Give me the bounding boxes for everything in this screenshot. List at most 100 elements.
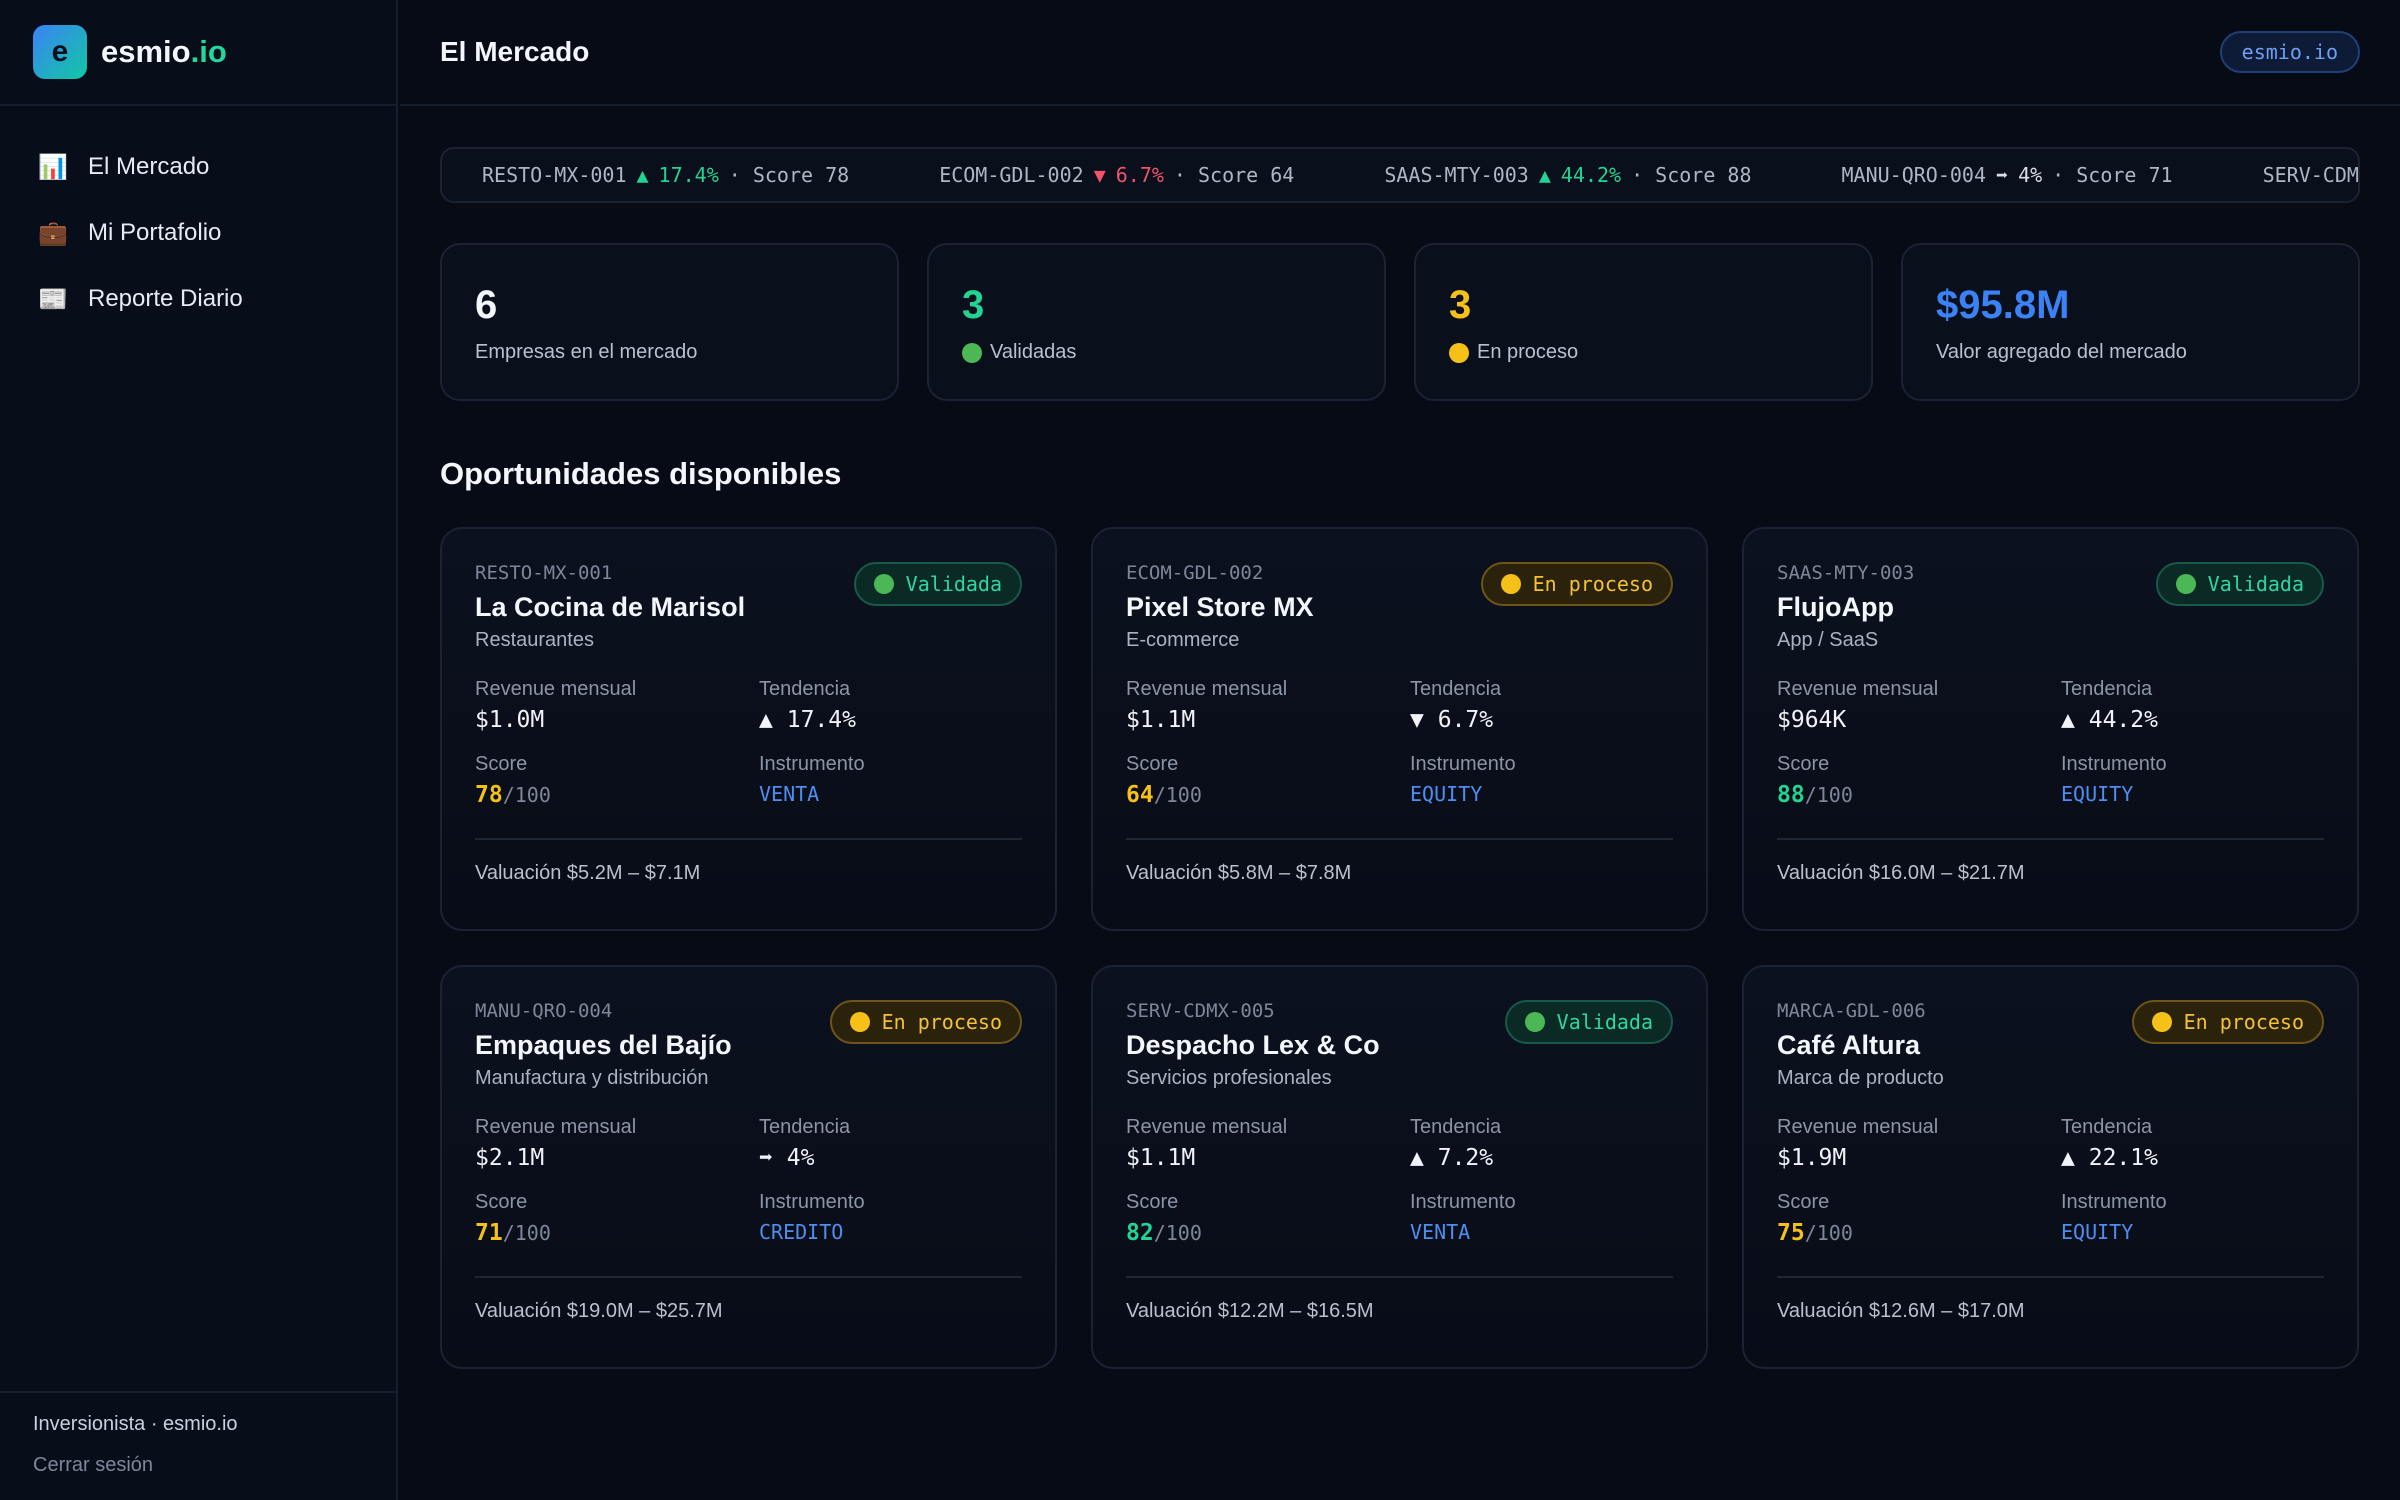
ticker-change: 4% [2018, 163, 2043, 187]
sidebar-item-portafolio[interactable]: 💼 Mi Portafolio [0, 200, 396, 266]
metric-score: Score 64/100 [1126, 753, 1410, 808]
metric-label: Instrumento [759, 753, 865, 775]
metric-trend: Tendencia ▲ 22.1% [2061, 1116, 2324, 1171]
ticker-change: 44.2% [1560, 163, 1622, 187]
company-name: FlujoApp [1777, 592, 1894, 622]
company-sector: Servicios profesionales [1126, 1067, 1332, 1089]
card-metrics: Revenue mensual $1.1M Tendencia ▼ 6.7% Score… [1126, 678, 1673, 808]
ticker-code: RESTO-MX-001 [482, 163, 627, 187]
stat-label-text: Empresas en el mercado [475, 341, 698, 363]
metric-value: 88/100 [1777, 782, 2061, 808]
card-divider [1126, 1276, 1673, 1278]
opportunity-card[interactable]: SAAS-MTY-003 FlujoApp App / SaaS Validada Re… [1742, 527, 2359, 931]
status-badge-label: En proceso [881, 1010, 1002, 1034]
user-role: Inversionista · esmio.io [33, 1413, 238, 1435]
trend-value: 7.2% [1437, 1145, 1494, 1171]
ticker-score: · Score 64 [1173, 163, 1295, 187]
metric-label: Revenue mensual [1777, 1116, 1939, 1138]
metric-instrument: Instrumento EQUITY [2061, 753, 2324, 808]
ticker-score: · Score 78 [728, 163, 850, 187]
valuation-range: Valuación $12.2M – $16.5M [1126, 1300, 1374, 1322]
ticker-item[interactable]: SERV-CDMX-005▲7.2%· Score 82 [2263, 163, 2358, 187]
metric-label: Score [1126, 753, 1179, 775]
ticker-item[interactable]: SAAS-MTY-003 ▲ 44.2% · Score 88 [1384, 163, 1761, 187]
metric-value: ▲ 44.2% [2061, 707, 2324, 733]
card-divider [1126, 838, 1673, 840]
metric-value: 75/100 [1777, 1220, 2061, 1246]
trend-arrow-icon: ▼ [1093, 163, 1106, 187]
valuation-range: Valuación $19.0M – $25.7M [475, 1300, 723, 1322]
metric-value: $2.1M [475, 1145, 545, 1171]
stat-label-text: Valor agregado del mercado [1936, 341, 2187, 363]
metric-label: Score [475, 753, 528, 775]
card-metrics: Revenue mensual $964K Tendencia ▲ 44.2% Scor… [1777, 678, 2324, 808]
metric-instrument: Instrumento EQUITY [2061, 1191, 2324, 1246]
opportunity-card[interactable]: ECOM-GDL-002 Pixel Store MX E-commerce En p… [1091, 527, 1708, 931]
metric-label: Score [1126, 1191, 1179, 1213]
sidebar-item-mercado[interactable]: 📊 El Mercado [0, 134, 396, 200]
stat-label: Empresas en el mercado [475, 341, 864, 364]
stat-label: En proceso [1449, 341, 1838, 364]
opportunity-card[interactable]: MANU-QRO-004 Empaques del Bajío Manufactur… [440, 965, 1057, 1369]
metric-value: $1.9M [1777, 1145, 1847, 1171]
opportunities-grid: RESTO-MX-001 La Cocina de Marisol Restaura… [440, 527, 2360, 1369]
trend-arrow-icon: ▲ [759, 707, 773, 733]
section-title: Oportunidades disponibles [440, 456, 842, 491]
stat-value: 3 [962, 283, 985, 327]
stat-label-text: En proceso [1477, 341, 1579, 363]
metric-label: Tendencia [759, 1116, 851, 1138]
metric-label: Instrumento [1410, 1191, 1516, 1213]
metric-revenue: Revenue mensual $1.9M [1777, 1116, 2061, 1171]
metric-label: Tendencia [1410, 678, 1502, 700]
metric-trend: Tendencia ▲ 7.2% [1410, 1116, 1673, 1171]
metric-label: Revenue mensual [1126, 1116, 1288, 1138]
score-denominator: /100 [1804, 783, 1853, 807]
company-sector: E-commerce [1126, 629, 1240, 651]
card-metrics: Revenue mensual $1.9M Tendencia ▲ 22.1% Scor… [1777, 1116, 2324, 1246]
score-denominator: /100 [1804, 1221, 1853, 1245]
stat-label: Valor agregado del mercado [1936, 341, 2325, 364]
spacer [773, 707, 787, 733]
market-stats: 6 Empresas en el mercado 3 Validadas 3 En pro… [440, 243, 2360, 401]
opportunity-card[interactable]: RESTO-MX-001 La Cocina de Marisol Restaura… [440, 527, 1057, 931]
sidebar-item-reporte[interactable]: 📰 Reporte Diario [0, 266, 396, 332]
metric-label: Revenue mensual [1777, 678, 1939, 700]
ticker-item[interactable]: ECOM-GDL-002 ▼ 6.7% · Score 64 [939, 163, 1304, 187]
valuation-range: Valuación $5.2M – $7.1M [475, 862, 701, 884]
domain-pill[interactable]: esmio.io [2219, 31, 2360, 73]
status-dot-icon [849, 1012, 870, 1032]
metric-instrument: Instrumento VENTA [759, 753, 1022, 808]
stat-card: 3 Validadas [927, 243, 1386, 401]
status-badge: En proceso [829, 1000, 1022, 1044]
company-sector: Restaurantes [475, 629, 594, 651]
instrument-value: EQUITY [2061, 1220, 2134, 1244]
company-sector: Manufactura y distribución [475, 1067, 709, 1089]
status-badge: Validada [2155, 562, 2324, 606]
trend-arrow-icon: ➡ [1996, 163, 2009, 187]
instrument-value: EQUITY [2061, 782, 2134, 806]
metric-label: Revenue mensual [475, 678, 637, 700]
opportunity-card[interactable]: SERV-CDMX-005 Despacho Lex & Co Servicios … [1091, 965, 1708, 1369]
metric-score: Score 71/100 [475, 1191, 759, 1246]
company-name: La Cocina de Marisol [475, 592, 746, 622]
trend-value: 6.7% [1437, 707, 1494, 733]
score-value: 82 [1126, 1220, 1154, 1246]
trend-arrow-icon: ▲ [2061, 1145, 2075, 1171]
logout-link[interactable]: Cerrar sesión [33, 1454, 154, 1476]
company-name: Empaques del Bajío [475, 1030, 732, 1060]
score-denominator: /100 [502, 1221, 551, 1245]
trend-value: 22.1% [2088, 1145, 2158, 1171]
metric-label: Instrumento [2061, 1191, 2167, 1213]
ticker-item[interactable]: RESTO-MX-001 ▲ 17.4% · Score 78 [482, 163, 859, 187]
newspaper-icon: 📰 [38, 285, 68, 313]
metric-value: $1.1M [1126, 707, 1196, 733]
card-divider [475, 838, 1022, 840]
metric-instrument: Instrumento EQUITY [1410, 753, 1673, 808]
ticker-item[interactable]: MANU-QRO-004 ➡ 4% · Score 71 [1842, 163, 2183, 187]
brand[interactable]: e esmio.io [0, 0, 396, 106]
metric-label: Instrumento [759, 1191, 865, 1213]
sidebar-item-label: Mi Portafolio [88, 219, 222, 246]
opportunity-card[interactable]: MARCA-GDL-006 Café Altura Marca de product… [1742, 965, 2359, 1369]
spacer [1424, 707, 1438, 733]
stat-label: Validadas [962, 341, 1351, 364]
